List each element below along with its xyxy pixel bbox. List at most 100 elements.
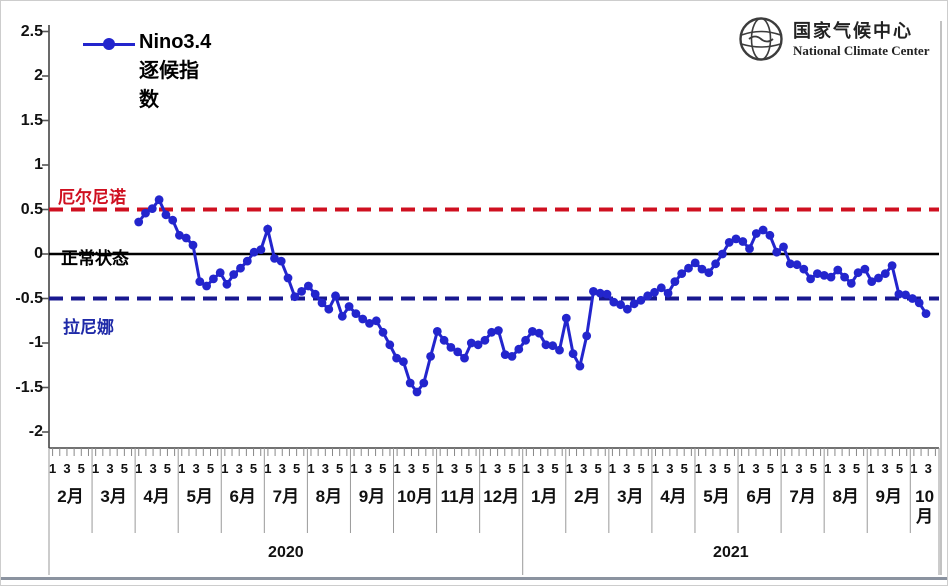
nino34-data-point bbox=[263, 224, 273, 234]
nino34-data-point bbox=[236, 263, 245, 273]
x-month-label: 12月 bbox=[483, 487, 520, 506]
nino34-data-point bbox=[561, 313, 571, 323]
x-month-label: 8月 bbox=[832, 487, 859, 506]
x-pentad-label: 3 bbox=[192, 461, 200, 476]
nino34-data-point bbox=[419, 378, 429, 388]
x-month-label: 5月 bbox=[186, 487, 213, 506]
x-month-label: 3月 bbox=[100, 487, 127, 506]
x-pentad-label: 3 bbox=[321, 461, 329, 476]
x-year-label: 2020 bbox=[268, 544, 304, 561]
nino34-data-point bbox=[711, 259, 720, 269]
y-axis-tick-label: -1.5 bbox=[15, 378, 43, 396]
x-month-label: 10月 bbox=[397, 487, 433, 506]
nino34-data-point bbox=[602, 289, 612, 299]
national-climate-center-logo: 国家气候中心 National Climate Center bbox=[737, 13, 937, 69]
nino34-data-point bbox=[914, 298, 924, 308]
nino34-data-point bbox=[921, 309, 931, 318]
x-pentad-label: 3 bbox=[450, 461, 459, 476]
x-pentad-label: 5 bbox=[852, 461, 861, 476]
nino34-data-point bbox=[202, 281, 212, 291]
x-pentad-label: 5 bbox=[723, 461, 731, 476]
x-pentad-label: 1 bbox=[910, 461, 918, 476]
x-pentad-label: 3 bbox=[666, 461, 674, 476]
x-pentad-label: 5 bbox=[249, 461, 258, 476]
nino34-data-point bbox=[901, 290, 910, 300]
nino34-data-point bbox=[656, 283, 666, 293]
x-pentad-label: 1 bbox=[737, 461, 746, 476]
nino34-data-point bbox=[432, 327, 442, 336]
nino34-data-point bbox=[331, 291, 340, 301]
x-pentad-label: 5 bbox=[465, 461, 473, 476]
x-month-label: 10月 bbox=[915, 487, 935, 526]
x-month-label: 8月 bbox=[315, 487, 343, 506]
nino34-data-point bbox=[684, 263, 693, 273]
nino34-data-point bbox=[779, 242, 788, 252]
nino34-data-point bbox=[568, 349, 578, 359]
x-pentad-label: 1 bbox=[92, 461, 100, 476]
x-pentad-label: 1 bbox=[264, 461, 272, 476]
x-pentad-label: 5 bbox=[551, 461, 559, 476]
nino34-data-point bbox=[378, 327, 388, 337]
nino34-data-point bbox=[175, 230, 184, 240]
nino34-data-point bbox=[677, 269, 687, 278]
nino34-data-point bbox=[466, 338, 476, 348]
logo-title-english: National Climate Center bbox=[793, 43, 930, 58]
nino34-data-point bbox=[758, 225, 768, 235]
x-month-label: 1月 bbox=[531, 487, 558, 506]
nino34-data-point bbox=[609, 297, 619, 307]
x-pentad-label: 1 bbox=[436, 461, 444, 476]
nino34-data-point bbox=[242, 256, 252, 266]
x-pentad-label: 3 bbox=[795, 461, 803, 476]
nino34-data-point bbox=[528, 327, 537, 336]
x-pentad-label: 3 bbox=[924, 461, 932, 476]
x-pentad-label: 1 bbox=[867, 461, 875, 476]
el-nino-threshold-label: 厄尔尼诺 bbox=[58, 188, 126, 207]
x-pentad-label: 1 bbox=[608, 461, 617, 476]
nino34-data-point bbox=[154, 195, 164, 205]
nino34-data-point bbox=[663, 288, 673, 298]
nino34-data-point bbox=[276, 256, 286, 266]
nino34-data-point bbox=[874, 273, 883, 283]
nino34-data-point bbox=[772, 247, 782, 257]
nino34-data-point bbox=[724, 238, 734, 247]
y-axis-tick-label: 2 bbox=[34, 67, 43, 84]
x-pentad-label: 3 bbox=[709, 461, 717, 476]
x-pentad-label: 1 bbox=[565, 461, 573, 476]
x-pentad-label: 5 bbox=[292, 461, 301, 476]
nino34-data-point bbox=[555, 345, 564, 355]
x-pentad-label: 5 bbox=[637, 461, 645, 476]
nino34-data-point bbox=[819, 271, 829, 280]
nino34-data-point bbox=[792, 260, 802, 270]
nino34-data-point bbox=[718, 249, 727, 259]
nino34-data-point bbox=[365, 319, 374, 328]
nino34-data-point bbox=[548, 341, 558, 351]
nino34-data-point bbox=[473, 340, 483, 350]
legend-series-label: Nino3.4逐候指数 bbox=[139, 31, 212, 111]
nino34-data-point bbox=[826, 272, 836, 282]
x-pentad-label: 3 bbox=[881, 461, 889, 476]
nino34-data-point bbox=[304, 281, 313, 291]
nino34-data-point bbox=[636, 295, 646, 305]
x-pentad-label: 5 bbox=[895, 461, 904, 476]
nino34-data-point bbox=[487, 327, 496, 337]
nino34-data-point bbox=[589, 287, 598, 296]
x-pentad-label: 5 bbox=[206, 461, 215, 476]
nino34-data-point bbox=[840, 272, 849, 282]
nino34-data-point bbox=[147, 204, 157, 214]
x-pentad-label: 1 bbox=[781, 461, 789, 476]
nino34-data-point bbox=[582, 331, 592, 341]
nino34-data-point bbox=[785, 259, 795, 269]
nino34-data-point bbox=[215, 268, 225, 278]
nino34-data-point bbox=[534, 328, 544, 338]
nino34-data-point bbox=[738, 237, 748, 246]
nino34-data-point bbox=[317, 298, 327, 308]
nino34-data-point bbox=[385, 340, 395, 350]
nino34-data-point bbox=[521, 335, 530, 345]
x-pentad-label: 1 bbox=[651, 461, 660, 476]
x-pentad-label: 5 bbox=[766, 461, 774, 476]
x-month-label: 9月 bbox=[875, 487, 902, 506]
x-pentad-label: 1 bbox=[824, 461, 832, 476]
x-pentad-label: 3 bbox=[235, 461, 243, 476]
nino34-data-point bbox=[256, 245, 266, 255]
